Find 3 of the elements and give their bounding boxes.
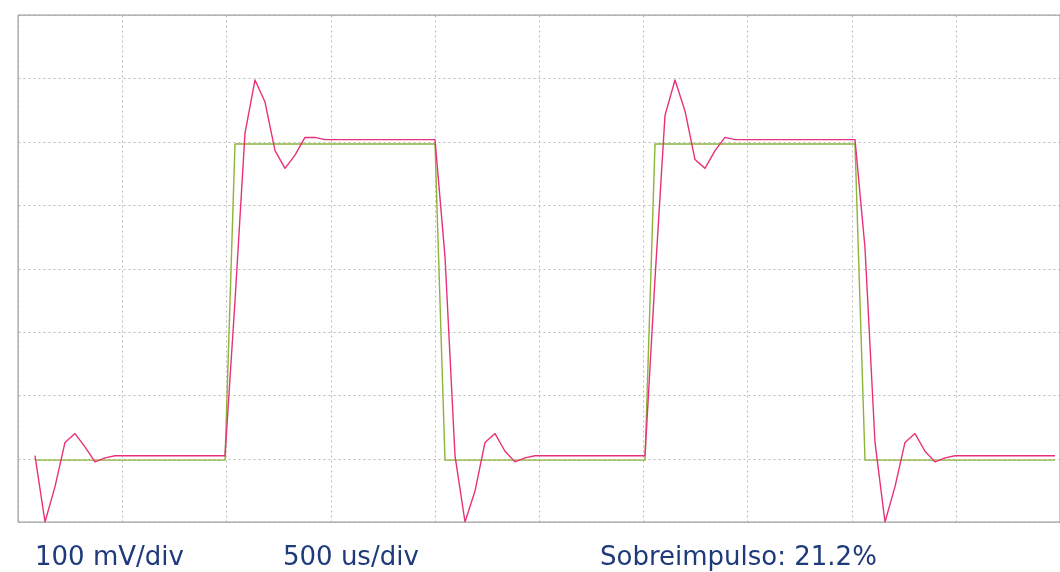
text: 100 mV/div [35, 541, 184, 571]
text: Sobreimpulso: 21.2% [600, 541, 877, 571]
text: 500 us/div [283, 541, 419, 571]
